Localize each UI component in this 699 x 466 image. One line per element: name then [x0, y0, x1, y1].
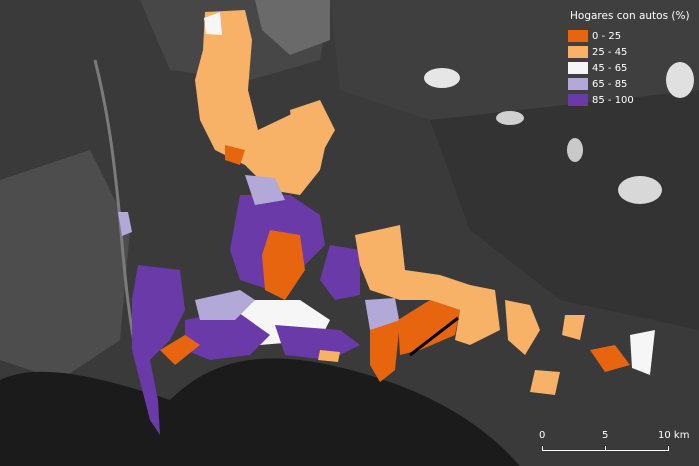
legend-label: 85 - 100	[592, 94, 634, 106]
zone-0-25-farEast	[590, 345, 630, 372]
legend-item: 85 - 100	[568, 92, 693, 108]
zone-65-85-east	[365, 298, 400, 330]
legend-label: 25 - 45	[592, 46, 628, 58]
zone-65-85-central	[195, 290, 255, 320]
zone-45-65-east	[630, 330, 655, 375]
water-bay	[0, 358, 520, 466]
light-area-top	[255, 0, 330, 55]
legend-label: 0 - 25	[592, 30, 622, 42]
legend-item: 25 - 45	[568, 44, 693, 60]
scale-label-5: 5	[602, 430, 609, 441]
zone-65-85-west	[118, 212, 132, 236]
zone-85-100-mid	[320, 245, 360, 300]
zone-25-45-far-east-3	[530, 370, 560, 395]
zone-0-25-south	[370, 320, 400, 382]
zone-25-45-far-east-2	[562, 315, 585, 340]
legend-label: 45 - 65	[592, 62, 628, 74]
cloud-3	[666, 62, 694, 98]
cloud-5	[567, 138, 583, 162]
scale-tick	[605, 446, 606, 451]
legend-swatch	[568, 94, 588, 106]
legend-swatch	[568, 30, 588, 42]
terrain-patch-east	[430, 90, 699, 330]
zone-25-45-northeast	[290, 100, 335, 160]
zone-0-25-center	[262, 230, 305, 300]
cloud-1	[424, 68, 460, 88]
terrain-patch-west	[0, 150, 130, 380]
zone-45-65-top	[204, 12, 222, 35]
zone-25-45-far-east-1	[505, 300, 540, 355]
legend-label: 65 - 85	[592, 78, 628, 90]
road-airport	[409, 316, 459, 357]
legend-item: 45 - 65	[568, 60, 693, 76]
zone-0-25-coast	[160, 335, 200, 365]
cloud-2	[496, 111, 524, 125]
legend-swatch	[568, 46, 588, 58]
zone-85-100-west	[132, 265, 185, 435]
scale-bar: 0 5 10 km	[536, 430, 690, 460]
legend-title: Hogares con autos (%)	[570, 10, 690, 22]
cloud-4	[618, 176, 662, 204]
scale-label-10: 10 km	[658, 430, 690, 441]
scale-tick	[542, 446, 543, 451]
zone-0-25-north	[225, 145, 245, 165]
zone-85-100-south	[185, 310, 270, 360]
scale-tick	[668, 446, 669, 451]
zone-0-25-east	[398, 300, 460, 355]
zone-25-45-east	[355, 225, 500, 345]
zone-65-85-north	[245, 175, 285, 205]
terrain-patch-northeast	[330, 0, 699, 120]
zone-25-45-west	[318, 350, 340, 362]
legend-item: 65 - 85	[568, 76, 693, 92]
legend-item: 0 - 25	[568, 28, 693, 44]
map-legend: Hogares con autos (%) 0 - 25 25 - 45 45 …	[568, 10, 693, 108]
legend-swatch	[568, 78, 588, 90]
legend-swatch	[568, 62, 588, 74]
scale-label-0: 0	[539, 430, 546, 441]
zone-85-100-coast	[275, 325, 360, 360]
